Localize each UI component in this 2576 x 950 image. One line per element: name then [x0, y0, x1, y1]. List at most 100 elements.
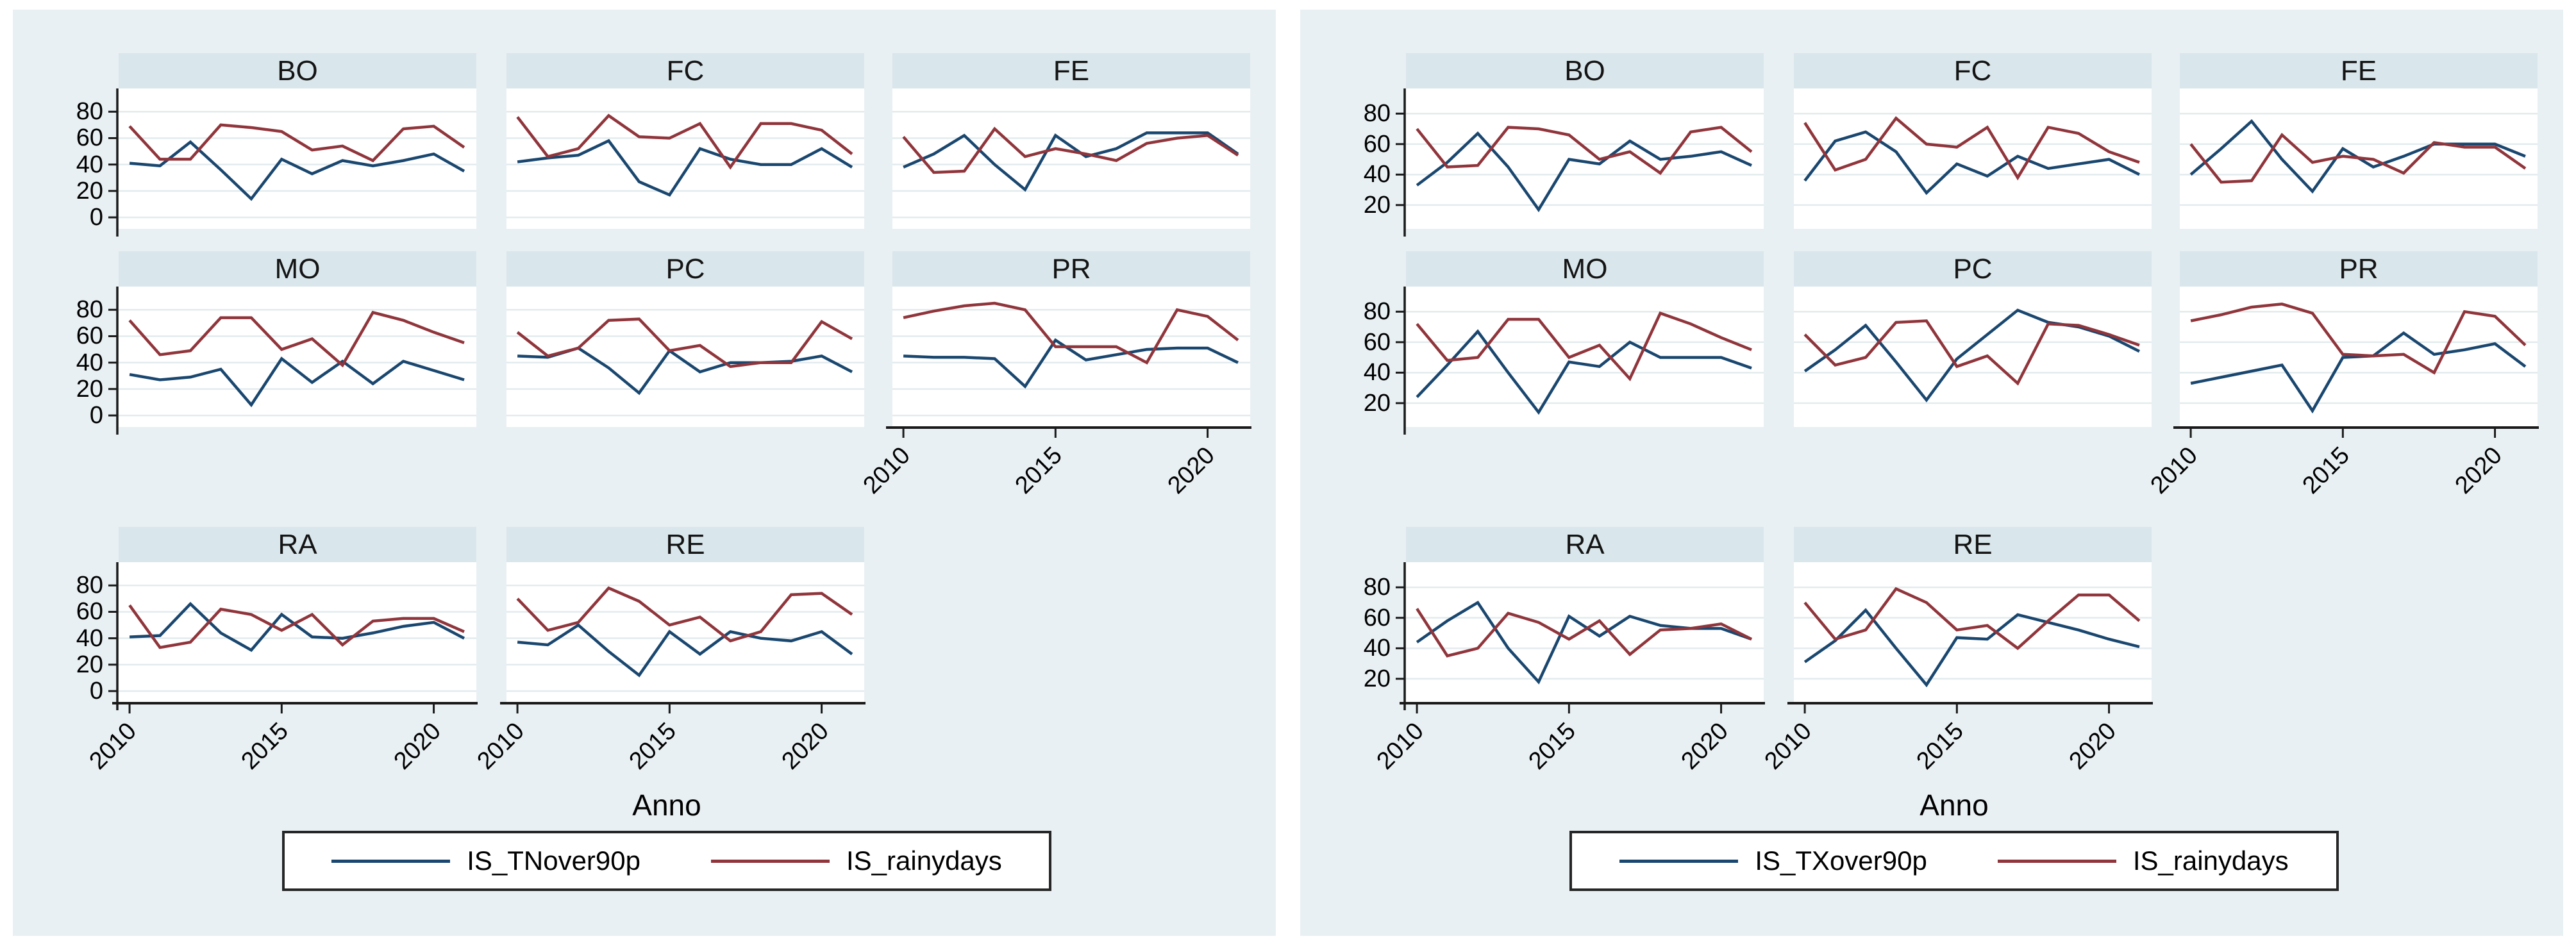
panel-mo: MO 20 40 60 80	[1364, 251, 1764, 435]
series-line-is_rainydays	[1803, 319, 2140, 386]
panel-mo: MO 0 20 40 60 80	[76, 251, 476, 435]
y-axis-label: 40	[1363, 161, 1391, 188]
legend-item: IS_rainydays	[1997, 846, 2289, 876]
legend-label: IS_rainydays	[846, 846, 1002, 876]
legend-line-maroon-icon	[711, 859, 830, 863]
panel-title: FC	[1794, 53, 2152, 88]
panel-fe: FE	[892, 53, 1250, 229]
legend-line-maroon-icon	[1997, 859, 2116, 863]
y-axis-label: 80	[1363, 298, 1391, 326]
x-axis-label: 2010	[858, 442, 916, 499]
legend-item: IS_rainydays	[711, 846, 1002, 876]
y-axis-label: 40	[1363, 635, 1391, 662]
x-axis-title: Anno	[632, 788, 701, 822]
x-axis-title: Anno	[1919, 788, 1989, 822]
panel-fe: FE	[2180, 53, 2538, 229]
x-axis-label: 2020	[2064, 717, 2121, 775]
y-axis-label: 40	[76, 151, 103, 178]
panel-title: PC	[506, 251, 864, 287]
series-line-is_txover90p	[2190, 331, 2527, 414]
panel-title: MO	[1406, 251, 1764, 287]
series-line-is_tnover90p	[129, 140, 465, 201]
panel-title: BO	[119, 53, 476, 88]
series-line-is_rainydays	[128, 604, 465, 649]
series-line-is_tnover90p	[903, 338, 1239, 389]
legend-label: IS_TNover90p	[467, 846, 640, 876]
series-line-is_txover90p	[1803, 608, 2140, 688]
series-line-is_tnover90p	[517, 346, 853, 396]
panel-re: RE 2010 2015 2020	[473, 527, 866, 775]
panel-bo: BO 0 20 40 60 80	[76, 53, 476, 237]
y-axis-label: 0	[89, 402, 103, 429]
y-axis-label: 40	[1363, 359, 1391, 387]
x-axis-label: 2020	[1676, 717, 1734, 775]
y-axis-label: 60	[1363, 130, 1391, 158]
panel-pc: PC	[1794, 251, 2152, 427]
series-line-is_tnover90p	[517, 138, 853, 197]
x-axis-label: 2010	[2145, 442, 2204, 499]
legend-item: IS_TXover90p	[1619, 846, 1927, 876]
legend: IS_TNover90p IS_rainydays	[282, 831, 1051, 891]
x-axis-label: 2010	[472, 717, 530, 775]
panel-bo: BO 20 40 60 80	[1364, 53, 1764, 237]
series-line-is_rainydays	[1416, 126, 1753, 176]
y-axis-label: 20	[1363, 191, 1391, 219]
y-axis-label: 60	[76, 598, 103, 626]
series-line-is_txover90p	[1416, 329, 1752, 415]
panel-title: PC	[1794, 251, 2152, 287]
legend-line-navy-icon	[331, 859, 451, 863]
x-axis-label: 2020	[1162, 442, 1220, 499]
panel-title: FC	[506, 53, 864, 88]
series-line-is_rainydays	[1416, 608, 1753, 658]
series-line-is_rainydays	[1416, 311, 1752, 381]
y-axis-label: 0	[89, 204, 103, 231]
x-axis-label: 2010	[84, 717, 142, 775]
legend-line-navy-icon	[1619, 859, 1739, 863]
panel-title: RE	[1794, 527, 2152, 562]
y-axis-label: 80	[76, 98, 103, 126]
x-axis-label: 2015	[1911, 717, 1970, 775]
x-axis-label: 2020	[389, 717, 446, 775]
series-line-is_rainydays	[2189, 133, 2527, 184]
panel-fc: FC	[506, 53, 864, 229]
series-line-is_rainydays	[516, 317, 853, 369]
x-axis-label: 2010	[1371, 717, 1430, 775]
series-line-is_tnover90p	[903, 131, 1239, 192]
y-axis-label: 0	[89, 678, 103, 705]
panel-title: RA	[119, 527, 476, 562]
series-line-is_rainydays	[902, 126, 1239, 174]
panel-title: PR	[892, 251, 1250, 287]
series-line-is_rainydays	[516, 586, 853, 643]
series-line-is_rainydays	[2190, 303, 2527, 375]
y-axis-label: 20	[76, 651, 103, 678]
panel-title: MO	[119, 251, 476, 287]
figure-is-txover90p: BO 20 40 60 80 FC FE MO 20 40 60 80 PC PR 2010 2015 2020…	[1300, 10, 2563, 936]
y-axis-label: 60	[1363, 328, 1391, 356]
panel-title: FE	[2180, 53, 2538, 88]
x-axis-label: 2020	[2450, 442, 2507, 499]
series-line-is_rainydays	[903, 301, 1239, 365]
panel-pr: PR 2010 2015 2020	[2146, 251, 2539, 499]
legend-label: IS_rainydays	[2132, 846, 2289, 876]
panel-fc: FC	[1794, 53, 2152, 229]
panel-title: FE	[892, 53, 1250, 88]
series-line-is_tnover90p	[129, 356, 465, 408]
panel-pc: PC	[506, 251, 864, 427]
panel-title: RA	[1406, 527, 1764, 562]
x-axis-label: 2020	[776, 717, 834, 775]
y-axis-label: 20	[1363, 665, 1391, 692]
legend: IS_TXover90p IS_rainydays	[1569, 831, 2339, 891]
y-axis-label: 20	[1363, 389, 1391, 417]
panel-ra: RA 20 40 60 80 2010 2015 2020	[1364, 527, 1765, 775]
series-line-is_txover90p	[1803, 130, 2141, 196]
series-line-is_tnover90p	[517, 623, 853, 678]
series-line-is_rainydays	[1803, 587, 2141, 651]
x-axis-label: 2015	[624, 717, 682, 775]
y-axis-label: 80	[1363, 100, 1391, 128]
panel-ra: RA 0 20 40 60 80 2010 2015 2020	[76, 527, 478, 775]
legend-item: IS_TNover90p	[331, 846, 640, 876]
series-line-is_rainydays	[128, 310, 465, 368]
panel-pr: PR 2010 2015 2020	[858, 251, 1251, 499]
legend-label: IS_TXover90p	[1755, 846, 1927, 876]
